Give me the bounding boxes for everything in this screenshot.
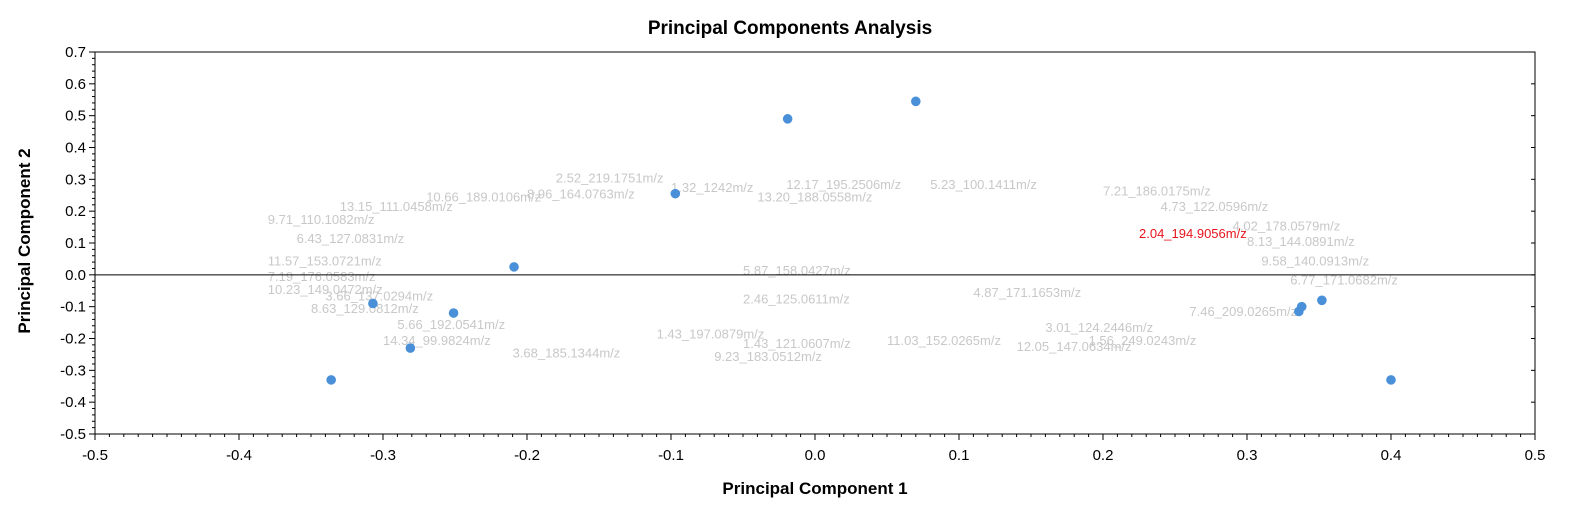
loading-label: 1.43_121.0607m/z — [743, 336, 851, 351]
score-point — [326, 375, 336, 385]
y-tick-label: 0.3 — [65, 171, 86, 188]
x-tick-label: 0.5 — [1525, 447, 1546, 464]
loading-label: 3.66_137.0294m/z — [325, 288, 433, 303]
loading-label: 12.05_147.0634m/z — [1017, 339, 1132, 354]
x-tick-label: -0.3 — [370, 447, 396, 464]
loading-label: 10.23_149.0472m/z — [268, 282, 383, 297]
x-tick-label: -0.2 — [514, 447, 540, 464]
x-tick-label: 0.1 — [949, 447, 970, 464]
y-tick-label: 0.5 — [65, 108, 86, 125]
loading-label: 9.71_110.1082m/z — [268, 212, 375, 227]
x-tick-label: 0.3 — [1237, 447, 1258, 464]
loading-label: 4.02_178.0579m/z — [1233, 218, 1341, 233]
loading-label: 2.46_125.0611m/z — [743, 291, 850, 306]
loading-label: 3.01_124.2446m/z — [1045, 320, 1153, 335]
highlighted-loading-label: 2.04_194.9056m/z — [1139, 226, 1247, 241]
x-tick-label: -0.5 — [82, 447, 108, 464]
y-axis-title: Principal Component 2 — [15, 148, 34, 333]
loading-label: 13.20_188.0558m/z — [757, 190, 872, 205]
y-tick-label: -0.2 — [60, 331, 86, 348]
loading-label: 13.15_111.0458m/z — [340, 199, 453, 214]
loading-label: 9.58_140.0913m/z — [1261, 253, 1369, 268]
loading-label: 5.87_158.0427m/z — [743, 263, 851, 278]
score-point — [1386, 375, 1396, 385]
highlighted-loading: 2.04_194.9056m/z — [1139, 226, 1247, 241]
loading-label: 7.21_186.0175m/z — [1103, 183, 1211, 198]
x-tick-label: -0.4 — [226, 447, 252, 464]
x-tick-label: 0.4 — [1381, 447, 1402, 464]
loading-label: 1.32_1242m/z — [671, 180, 753, 195]
score-point — [670, 188, 681, 199]
y-tick-label: -0.3 — [60, 362, 86, 379]
loading-label: 7.46_209.0265m/z — [1189, 304, 1297, 319]
score-point — [1317, 295, 1327, 306]
loading-label: 5.23_100.1411m/z — [930, 177, 1037, 192]
loading-label: 1.56_249.0243m/z — [1089, 333, 1197, 348]
axes: -0.5 -0.4 -0.3 -0.2 -0.1 0.0 0.1 0.2 0.3 0.4 0.5 -0… — [60, 44, 1545, 464]
y-tick-label: -0.5 — [60, 426, 86, 443]
loading-label: 2.52_219.1751m/z — [556, 171, 664, 186]
loading-label: 9.23_183.0512m/z — [714, 349, 822, 364]
y-tick-label: 0.6 — [65, 76, 86, 93]
loading-label: 14.34_99.9824m/z — [383, 333, 491, 348]
loading-label: 4.73_122.0596m/z — [1161, 199, 1269, 214]
loading-labels: 2.52_219.1751m/z 1.32_1242m/z 12.17_195.25… — [268, 171, 1398, 364]
score-points — [326, 96, 1396, 385]
score-point — [911, 96, 921, 107]
x-tick-label: 0.2 — [1093, 447, 1114, 464]
score-point — [405, 343, 416, 353]
loading-label: 7.19_176.0583m/z — [268, 269, 376, 284]
loading-label: 4.87_171.1653m/z — [973, 285, 1081, 300]
loading-label: 5.66_192.0541m/z — [397, 317, 505, 332]
chart-title: Principal Components Analysis — [648, 18, 932, 39]
loading-label: 6.77_171.0682m/z — [1290, 272, 1398, 287]
loading-label: 1.43_197.0879m/z — [657, 327, 765, 342]
loading-label: 8.13_144.0891m/z — [1247, 234, 1355, 249]
y-tick-label: -0.4 — [60, 394, 86, 411]
y-tick-label: 0.0 — [65, 267, 86, 284]
score-point — [509, 262, 519, 272]
loading-label: 11.03_152.0265m/z — [887, 333, 1001, 348]
y-tick-label: 0.4 — [65, 140, 86, 157]
loading-label: 11.57_153.0721m/z — [268, 253, 382, 268]
y-tick-label: 0.1 — [65, 235, 86, 252]
x-tick-label: -0.1 — [658, 447, 684, 464]
score-point — [782, 114, 793, 124]
x-tick-label: 0.0 — [805, 447, 826, 464]
score-point — [368, 298, 378, 309]
y-tick-label: -0.1 — [60, 299, 86, 316]
y-tick-label: 0.7 — [65, 44, 86, 61]
loading-label: 12.17_195.2506m/z — [786, 177, 901, 192]
loading-label: 10.66_189.0106m/z — [426, 190, 541, 205]
loading-label: 8.96_164.0763m/z — [527, 186, 635, 201]
loading-label: 8.63_129.0812m/z — [311, 301, 419, 316]
score-point — [1296, 301, 1307, 312]
x-axis-title: Principal Component 1 — [722, 479, 907, 498]
loading-label: 6.43_127.0831m/z — [297, 231, 405, 246]
loading-label: 3.68_185.1344m/z — [513, 346, 621, 361]
score-point — [448, 308, 459, 318]
y-tick-label: 0.2 — [65, 203, 86, 220]
